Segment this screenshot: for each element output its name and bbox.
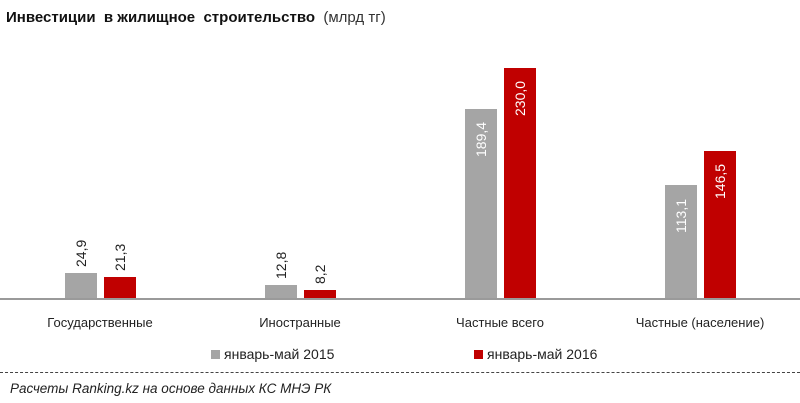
legend-label-2015: январь-май 2015 xyxy=(224,346,335,362)
bar-3-0 xyxy=(665,185,697,298)
legend-item-2016: январь-май 2016 xyxy=(474,346,597,362)
value-label-2-0: 189,4 xyxy=(473,121,489,157)
value-label-1-0: 12,8 xyxy=(273,251,289,279)
bar-3-1 xyxy=(704,151,736,298)
category-label-0: Государственные xyxy=(47,315,153,330)
value-label-3-1: 146,5 xyxy=(712,163,728,199)
chart-title: Инвестиции в жилищное строительство (млр… xyxy=(6,9,386,26)
chart-title-main: Инвестиции в жилищное строительство xyxy=(6,9,316,26)
value-label-2-1: 230,0 xyxy=(512,80,528,116)
legend-item-2015: январь-май 2015 xyxy=(211,346,334,362)
bar-1-1 xyxy=(304,290,336,298)
bar-0-0 xyxy=(65,273,97,298)
bar-2-0 xyxy=(465,109,497,298)
legend-swatch-2015 xyxy=(211,349,220,359)
x-axis-line xyxy=(0,298,800,300)
legend-label-2016: январь-май 2016 xyxy=(487,346,598,362)
category-label-3: Частные (население) xyxy=(635,315,765,330)
category-label-2: Частные всего xyxy=(456,315,544,330)
footer-divider xyxy=(0,372,800,373)
value-label-0-0: 24,9 xyxy=(73,239,89,267)
chart-title-unit: (млрд тг) xyxy=(323,9,386,26)
value-label-1-1: 8,2 xyxy=(312,264,328,284)
category-label-1: Иностранные xyxy=(259,315,341,330)
bar-0-1 xyxy=(104,277,136,298)
value-label-3-0: 113,1 xyxy=(673,199,689,233)
source-note: Расчеты Ranking.kz на основе данных КС М… xyxy=(10,381,332,396)
value-label-0-1: 21,3 xyxy=(112,243,128,271)
bar-2-1 xyxy=(504,68,536,298)
legend-swatch-2016 xyxy=(474,349,483,359)
bar-1-0 xyxy=(265,285,297,298)
